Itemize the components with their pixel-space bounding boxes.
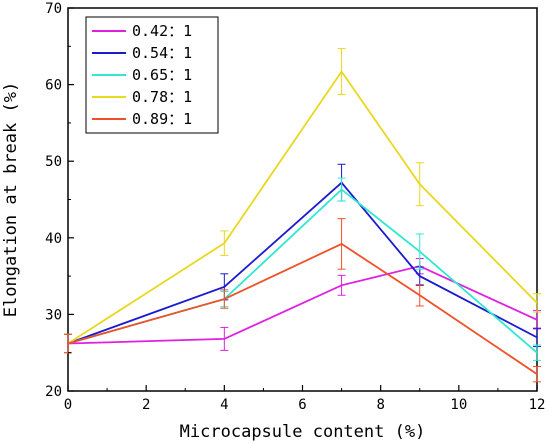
- y-tick-label: 60: [45, 78, 62, 94]
- y-tick-label: 50: [45, 154, 62, 170]
- series-layer: [64, 48, 541, 383]
- y-tick-label: 30: [45, 307, 62, 323]
- series-line: [67, 242, 538, 375]
- series-3: [64, 177, 541, 361]
- y-tick-label: 40: [45, 231, 62, 247]
- x-tick-label: 2: [142, 397, 150, 413]
- x-tick-label: 4: [220, 397, 228, 413]
- x-axis-label: Microcapsule content (%): [180, 422, 426, 442]
- axis-layer: 0 2 4 6 8 10 12 20 30 40 50 60 70: [45, 1, 545, 413]
- series-1: [64, 257, 541, 354]
- y-axis-label: Elongation at break (%): [1, 82, 21, 317]
- legend-label: 0.65：1: [132, 66, 192, 84]
- series-line: [67, 188, 538, 354]
- legend-label: 0.54：1: [132, 44, 192, 62]
- x-tick-label: 6: [298, 397, 306, 413]
- legend-label: 0.78：1: [132, 88, 192, 106]
- y-tick-label: 70: [45, 1, 62, 17]
- legend: 0.42：1 0.54：1 0.65：1 0.78：1 0.89：1: [85, 16, 219, 134]
- x-tick-label: 0: [64, 397, 72, 413]
- x-tick-label: 10: [450, 397, 467, 413]
- x-tick-label: 12: [529, 397, 546, 413]
- legend-label: 0.42：1: [132, 22, 192, 40]
- series-5: [64, 218, 541, 383]
- y-tick-label: 20: [45, 384, 62, 400]
- legend-label: 0.89：1: [132, 110, 192, 128]
- series-line: [67, 265, 538, 345]
- x-tick-label: 8: [376, 397, 384, 413]
